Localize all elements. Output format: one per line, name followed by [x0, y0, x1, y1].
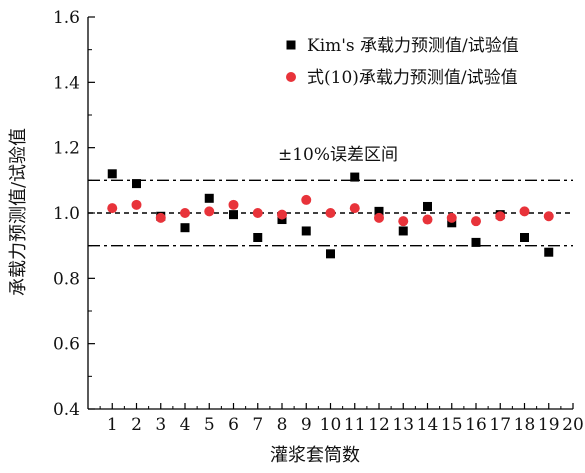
formula10-data-point [252, 208, 263, 218]
x-tick-label: 11 [344, 415, 366, 435]
kim-data-point [350, 172, 360, 182]
kim-data-point [520, 233, 529, 242]
y-tick-label: 1.2 [53, 139, 80, 159]
kim-data-point [253, 233, 263, 242]
formula10-data-point [107, 203, 118, 214]
kim-data-point [423, 201, 432, 211]
kim-data-point [544, 247, 554, 257]
kim-data-point [326, 249, 335, 259]
x-axis-ticks: 1 2 3 4 5 6 7 8 9 10 11 12 13 14 15 16 17 18 19 20 [99, 403, 584, 435]
formula10-data-point [349, 203, 360, 214]
x-tick-label: 19 [538, 415, 560, 435]
x-tick-label: 3 [155, 415, 166, 435]
x-tick-label: 13 [392, 415, 414, 435]
x-tick-label: 18 [514, 415, 536, 435]
y-tick-label: 0.4 [53, 400, 80, 420]
kim-data-point [180, 223, 190, 233]
kim-data-point [471, 237, 481, 247]
x-tick-label: 16 [465, 415, 487, 435]
x-tick-label: 14 [417, 415, 439, 435]
formula10-data-point [422, 214, 433, 225]
formula10-data-point [301, 194, 312, 205]
formula10-data-point [519, 206, 530, 217]
kim-data-point [229, 210, 238, 220]
x-tick-label: 4 [180, 415, 191, 435]
kim-data-point [132, 179, 141, 189]
x-tick-label: 7 [252, 415, 263, 435]
x-tick-label: 8 [277, 415, 288, 435]
formula10-data-point [471, 216, 481, 227]
y-tick-label: 0.8 [53, 269, 80, 289]
kim-data-point [398, 226, 408, 236]
y-axis-label: 承载力预测值/试验值 [8, 128, 29, 296]
x-axis-label: 灌浆套筒数 [270, 445, 360, 466]
formula10-data-point [374, 212, 384, 223]
x-tick-label: 1 [107, 415, 118, 435]
kim-data-point [301, 226, 311, 236]
x-tick-label: 12 [368, 415, 390, 435]
x-tick-label: 9 [301, 415, 312, 435]
x-tick-label: 15 [441, 415, 463, 435]
kim-data-point [107, 169, 117, 179]
formula10-data-point [131, 199, 142, 210]
legend-entry-label: 式(10)承载力预测值/试验值 [307, 68, 518, 88]
formula10-data-point [446, 212, 457, 223]
formula10-data-point [204, 206, 215, 217]
formula10-data-point [180, 208, 190, 218]
legend-entry-label: Kim's 承载力预测值/试验值 [307, 36, 519, 56]
formula10-data-point [325, 208, 336, 218]
x-tick-label: 20 [562, 415, 584, 435]
x-tick-label: 10 [320, 415, 342, 435]
error-band-annotation: ±10%误差区间 [278, 145, 398, 165]
kim-data-point [374, 206, 384, 216]
y-axis-ticks: 0.4 0.6 0.8 1.0 1.2 1.4 1.6 [53, 8, 95, 420]
formula10-data-point [398, 216, 409, 227]
y-tick-label: 1.0 [53, 204, 80, 224]
formula10-data-point [228, 199, 239, 210]
legend-circle-marker [286, 72, 296, 82]
formula10-data-point [495, 211, 506, 222]
x-tick-label: 5 [204, 415, 215, 435]
x-tick-label: 17 [489, 415, 511, 435]
formula10-data-point [155, 212, 166, 223]
reference-lines [88, 179, 573, 247]
formula10-data-point [543, 211, 554, 222]
legend-square-marker [286, 40, 296, 50]
y-tick-label: 1.6 [53, 8, 80, 28]
data-points [107, 169, 554, 259]
y-tick-label: 1.4 [53, 73, 80, 93]
kim-data-point [204, 193, 214, 203]
y-tick-label: 0.6 [53, 335, 80, 355]
x-tick-label: 6 [228, 415, 239, 435]
formula10-data-point [277, 209, 287, 220]
x-tick-label: 2 [131, 415, 142, 435]
